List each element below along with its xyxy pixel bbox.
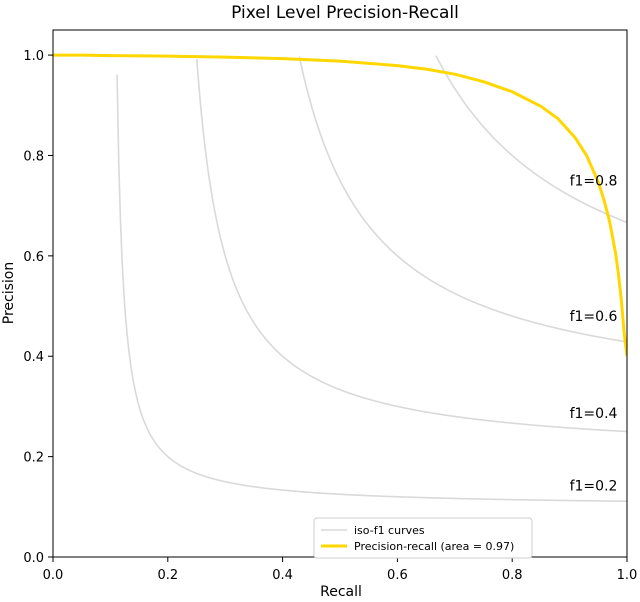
x-tick-label: 0.8 (502, 568, 523, 583)
iso-f1-curve (116, 74, 627, 503)
y-tick-label: 0.0 (23, 551, 44, 566)
axis-ticks: 0.0 0.2 0.4 0.6 0.8 1.0 0.0 0.2 0.4 0.6 0.8 1.0 (23, 49, 637, 583)
iso-f1-curve (195, 59, 627, 433)
x-tick-label: 0.0 (43, 568, 64, 583)
legend-label-iso-f1: iso-f1 curves (354, 524, 425, 537)
chart-title: Pixel Level Precision-Recall (231, 3, 459, 23)
iso-f1-label: f1=0.6 (570, 309, 618, 325)
legend-box (313, 517, 533, 559)
y-axis-label: Precision (1, 262, 17, 324)
iso-f1-label: f1=0.4 (570, 406, 618, 422)
y-tick-label: 0.8 (23, 149, 44, 164)
x-tick-label: 1.0 (617, 568, 638, 583)
plot-frame (52, 29, 628, 558)
legend: iso-f1 curves Precision-recall (area = 0… (313, 517, 533, 559)
x-tick-label: 0.4 (272, 568, 293, 583)
y-tick-label: 0.2 (23, 451, 44, 466)
y-tick-label: 1.0 (23, 49, 44, 64)
legend-label-precision-recall: Precision-recall (area = 0.97) (354, 540, 514, 553)
x-tick-label: 0.6 (387, 568, 408, 583)
iso-f1-label: f1=0.8 (570, 174, 618, 190)
precision-recall-curve (53, 53, 627, 357)
iso-f1-curve (435, 55, 627, 224)
iso-f1-labels: f1=0.2 f1=0.4 f1=0.6 f1=0.8 (570, 174, 618, 495)
iso-f1-label: f1=0.2 (570, 478, 618, 494)
precision-recall-series (53, 53, 627, 357)
y-tick-label: 0.4 (23, 350, 44, 365)
iso-f1-curves (116, 55, 627, 503)
y-tick-label: 0.6 (23, 250, 44, 265)
iso-f1-curve (298, 56, 627, 343)
x-axis-label: Recall (320, 584, 362, 600)
x-tick-label: 0.2 (157, 568, 178, 583)
